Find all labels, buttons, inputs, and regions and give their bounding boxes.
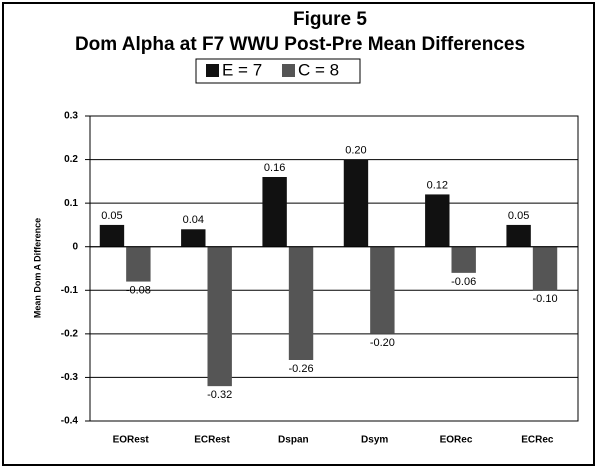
value-label: -0.20 bbox=[370, 337, 395, 349]
value-label: 0.12 bbox=[427, 179, 448, 191]
y-tick-label: -0.4 bbox=[61, 416, 79, 427]
bar bbox=[207, 246, 232, 387]
legend-swatch bbox=[282, 64, 295, 77]
legend-box bbox=[195, 58, 361, 84]
bar bbox=[288, 246, 314, 360]
bar bbox=[425, 194, 450, 247]
value-label: 0.05 bbox=[508, 210, 529, 222]
y-tick-label: 0.1 bbox=[64, 198, 78, 209]
x-tick-label: ECRec bbox=[521, 435, 554, 446]
y-tick-label: -0.1 bbox=[61, 285, 79, 296]
value-label: -0.08 bbox=[126, 284, 151, 296]
y-tick-label: 0.3 bbox=[64, 111, 78, 122]
bar bbox=[126, 246, 151, 282]
value-label: -0.32 bbox=[207, 389, 232, 401]
x-tick-label: EORest bbox=[113, 435, 150, 446]
x-tick-label: Dsym bbox=[361, 435, 388, 446]
y-tick-label: -0.3 bbox=[61, 372, 79, 383]
x-tick-label: ECRest bbox=[194, 435, 230, 446]
x-tick-label: EORec bbox=[440, 435, 473, 446]
value-label: 0.16 bbox=[264, 162, 285, 174]
value-label: 0.04 bbox=[183, 214, 204, 226]
legend-label: C = 8 bbox=[298, 60, 339, 79]
x-tick-label: Dspan bbox=[278, 435, 309, 446]
legend-swatch bbox=[206, 64, 219, 77]
bar bbox=[532, 246, 558, 291]
bar bbox=[506, 224, 531, 247]
bar bbox=[99, 224, 125, 247]
value-label: 0.20 bbox=[345, 144, 366, 156]
value-label: -0.06 bbox=[451, 276, 476, 288]
chart-subtitle: Dom Alpha at F7 WWU Post-Pre Mean Differ… bbox=[75, 34, 525, 55]
value-label: -0.26 bbox=[288, 363, 313, 375]
bar bbox=[370, 246, 395, 334]
value-label: 0.05 bbox=[101, 210, 122, 222]
y-tick-label: 0.2 bbox=[64, 154, 78, 165]
value-label: -0.10 bbox=[532, 293, 557, 305]
bar bbox=[451, 246, 476, 273]
bar bbox=[262, 177, 287, 247]
bar bbox=[181, 229, 206, 247]
bar bbox=[343, 159, 369, 247]
legend-label: E = 7 bbox=[222, 60, 262, 79]
chart-title: Figure 5 bbox=[293, 9, 367, 30]
y-axis-label: Mean Dom A Difference bbox=[32, 218, 42, 318]
y-tick-label: 0 bbox=[72, 241, 78, 252]
y-tick-label: -0.2 bbox=[61, 328, 79, 339]
